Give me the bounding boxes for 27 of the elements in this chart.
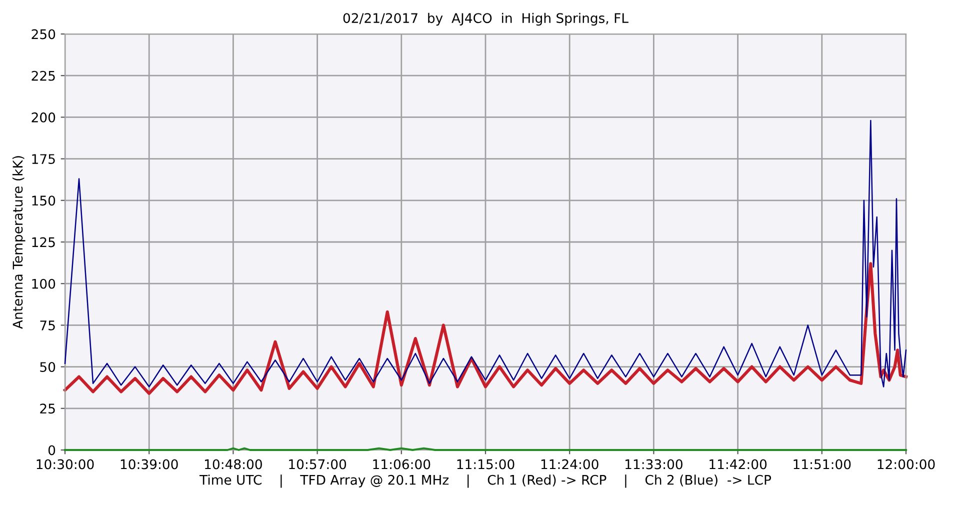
y-tick-label: 200 — [32, 112, 56, 122]
y-tick-label: 125 — [32, 237, 55, 248]
line-series — [63, 262, 908, 395]
x-tick-label: 12:00:00 — [878, 459, 935, 470]
y-tick-label: 225 — [32, 70, 55, 81]
x-tick-label: 11:33:00 — [626, 459, 682, 470]
x-tick-label: 11:15:00 — [457, 459, 514, 470]
y-axis-title: Antenna Temperature (kK) — [12, 156, 26, 329]
y-tick-label: 250 — [32, 29, 56, 40]
x-tick-label: 10:30:00 — [36, 459, 94, 470]
y-tick-label: 0 — [48, 445, 56, 456]
line-series — [64, 120, 907, 388]
y-tick-label: 50 — [40, 362, 56, 372]
x-tick-label: 11:51:00 — [794, 459, 851, 470]
x-axis-title: Time UTC | TFD Array @ 20.1 MHz | Ch 1 (Red) -> RCP | Ch 2 (Blue) -> LCP — [200, 474, 772, 488]
x-tick-label: 11:06:00 — [373, 459, 430, 470]
y-tick-label: 25 — [40, 404, 55, 414]
x-tick-label: 10:39:00 — [120, 459, 178, 470]
x-tick-label: 10:48:00 — [205, 459, 262, 470]
y-tick-label: 150 — [32, 196, 56, 206]
y-tick-label: 100 — [32, 278, 56, 289]
chart-title: 02/21/2017 by AJ4CO in High Springs, FL — [343, 12, 628, 26]
x-tick-label: 10:57:00 — [289, 459, 346, 470]
y-tick-label: 75 — [40, 320, 55, 330]
x-tick-label: 11:42:00 — [710, 459, 767, 470]
y-tick-label: 175 — [32, 154, 55, 164]
x-tick-label: 11:24:00 — [541, 459, 598, 470]
